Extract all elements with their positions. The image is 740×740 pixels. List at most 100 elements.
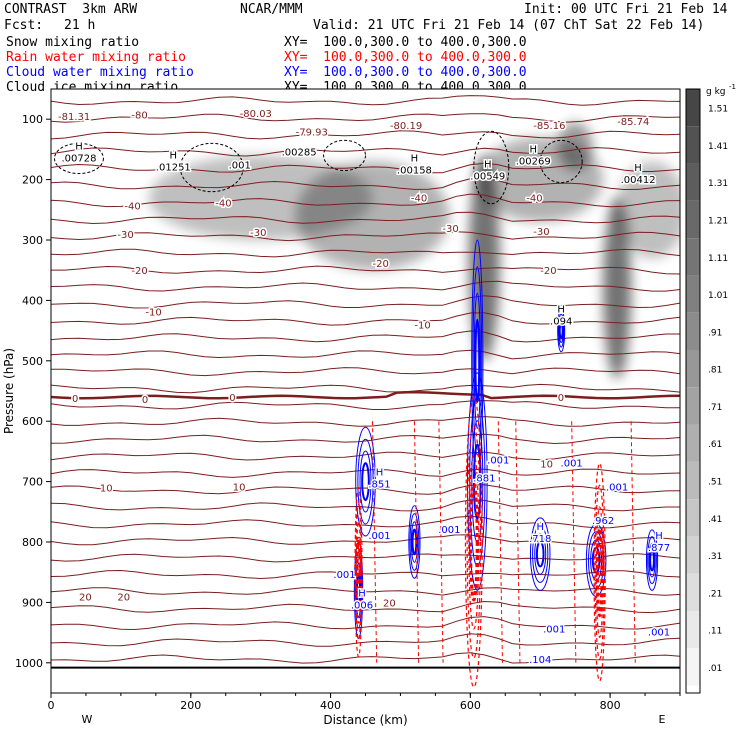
cloud-ice-contour-2 bbox=[323, 139, 366, 172]
cloud-water-contour-1-0 bbox=[467, 372, 488, 591]
temperature-isotherm-30 bbox=[51, 600, 680, 614]
cloud-ice-contour-0 bbox=[53, 142, 104, 175]
rain-contour-1-1 bbox=[594, 484, 605, 660]
cloud-water-contour-7-3 bbox=[558, 322, 564, 339]
temperature-label-17: -20 bbox=[540, 266, 556, 277]
colorbar-label-1: 1.41 bbox=[708, 142, 728, 152]
x-tick-label-0: 0 bbox=[48, 699, 55, 712]
rain-water-contours bbox=[354, 396, 636, 688]
legend-cloud-water-name: Cloud water mixing ratio bbox=[6, 65, 194, 80]
colorbar-label-15: .01 bbox=[708, 664, 722, 674]
axes: 0 200 400 600 800100200300400500600700800900… bbox=[2, 113, 681, 727]
cloud-water-contour-2-0 bbox=[355, 426, 376, 537]
temperature-label-3: -79.93 bbox=[296, 127, 328, 138]
colorbar-label-8: .71 bbox=[708, 403, 722, 413]
cloud-water-contour-8-1 bbox=[647, 536, 657, 585]
temperature-label-19: -10 bbox=[414, 321, 430, 332]
temperature-isotherm-24 bbox=[51, 499, 680, 512]
x-tick-label-3: 600 bbox=[460, 699, 481, 712]
cloud-ice-contour-3 bbox=[473, 130, 510, 205]
temperature-label-5: -85.16 bbox=[533, 121, 565, 132]
temperature-isotherm-1 bbox=[51, 113, 680, 123]
y-tick-label-7: 800 bbox=[22, 536, 43, 549]
temperature-isotherm-15 bbox=[51, 349, 680, 360]
colorbar-unit-exponent: -1 bbox=[729, 83, 736, 91]
contour-labels: -81.31 -80 -80.03 -79.93 -80.19 -85.16 -85.74 -… bbox=[56, 108, 671, 668]
temperature-isotherm-21 bbox=[51, 451, 680, 461]
y-tick-label-9: 1000 bbox=[15, 657, 43, 670]
colorbar-swatch-0 bbox=[686, 89, 700, 127]
extremum-value-18: .001 bbox=[606, 483, 628, 494]
rain-streak-4 bbox=[515, 421, 521, 663]
colorbar-swatch-1 bbox=[686, 126, 700, 164]
extremum-marker-1: H bbox=[170, 151, 178, 162]
temperature-label-6: -85.74 bbox=[617, 117, 649, 128]
temperature-label-1: -80 bbox=[131, 110, 147, 121]
extremum-value-8: .094 bbox=[550, 317, 572, 328]
colorbar-label-12: .31 bbox=[708, 552, 722, 562]
colorbar-swatch-7 bbox=[686, 349, 700, 388]
temperature-isotherm-22 bbox=[51, 468, 680, 478]
colorbar-swatch-4 bbox=[686, 238, 700, 276]
rain-contour-0-2 bbox=[468, 454, 480, 630]
cloud-water-contour-2-3 bbox=[361, 462, 370, 502]
rain-contour-2-0 bbox=[354, 487, 363, 658]
cloud-water-contour-5-1 bbox=[532, 525, 549, 583]
snow-shade-1 bbox=[295, 161, 450, 271]
extremum-value-7: .00412 bbox=[621, 175, 656, 186]
cloud-water-contour-2-2 bbox=[359, 450, 372, 513]
colorbar-label-2: 1.31 bbox=[708, 179, 728, 189]
valid-time: Valid: 21 UTC Fri 21 Feb 14 (07 ChT Sat … bbox=[313, 18, 705, 33]
colorbar-label-7: .81 bbox=[708, 366, 722, 376]
extremum-marker-11: H bbox=[536, 522, 544, 533]
extremum-value-3: .00285 bbox=[282, 147, 317, 158]
extremum-value-22: .001 bbox=[543, 625, 565, 636]
cloud-water-contour-8-3 bbox=[649, 548, 655, 572]
colorbar: 1.51 1.41 1.31 1.21 1.11 1.01 .91 .81 .71 .61 .51.… bbox=[685, 83, 736, 694]
extremum-value-19: .104 bbox=[529, 655, 551, 666]
extremum-marker-7: H bbox=[634, 163, 642, 174]
temperature-label-13: -30 bbox=[442, 224, 458, 235]
extremum-value-10: .001 bbox=[368, 531, 390, 542]
temperature-label-20: 0 bbox=[72, 394, 78, 405]
temperature-isotherm-14 bbox=[51, 330, 680, 343]
rain-contour-1-3 bbox=[595, 527, 604, 618]
cloud-water-contour-4-0 bbox=[408, 505, 421, 579]
temperature-isotherm-13 bbox=[51, 312, 680, 326]
rain-streak-6 bbox=[630, 421, 636, 663]
temperature-isotherm-33 bbox=[51, 652, 680, 664]
cloud-water-contour-5-0 bbox=[529, 517, 551, 591]
init-time: Init: 00 UTC Fri 21 Feb 14 bbox=[524, 2, 728, 17]
temperature-label-7: -40 bbox=[124, 202, 140, 213]
cloud-ice-contour-1 bbox=[179, 142, 244, 193]
temperature-isotherm-10 bbox=[51, 265, 680, 275]
temperature-label-14: -30 bbox=[533, 227, 549, 238]
cloud-water-contour-4-1 bbox=[409, 513, 420, 571]
colorbar-swatch-5 bbox=[686, 275, 700, 313]
colorbar-swatch-11 bbox=[686, 499, 700, 537]
colorbar-label-4: 1.11 bbox=[708, 254, 728, 264]
temperature-isotherm-2 bbox=[51, 130, 680, 140]
extremum-marker-4: H bbox=[411, 154, 419, 165]
x-axis-east-label: E bbox=[659, 713, 666, 726]
snow-shade-5 bbox=[603, 197, 632, 379]
x-axis-title: Distance (km) bbox=[323, 713, 407, 727]
extremum-value-9: .851 bbox=[368, 480, 390, 491]
cloud-water-contour-5-2 bbox=[534, 533, 547, 575]
legend-rain-xy: XY= 100.0,300.0 to 400.0,300.0 bbox=[284, 50, 527, 65]
temperature-label-0: -81.31 bbox=[58, 112, 90, 123]
extremum-value-23: .001 bbox=[648, 628, 670, 639]
colorbar-frame bbox=[685, 88, 701, 694]
x-tick-label-4: 800 bbox=[600, 699, 621, 712]
extremum-value-2: .001 bbox=[229, 161, 251, 172]
cloud-water-contour-7-1 bbox=[557, 313, 565, 348]
temperature-label-29: 20 bbox=[383, 598, 396, 609]
extremum-value-13: .877 bbox=[648, 543, 670, 554]
temperature-isotherm-27 bbox=[51, 553, 680, 563]
extremum-value-20: .001 bbox=[333, 570, 355, 581]
temperature-label-27: 20 bbox=[79, 592, 92, 603]
colorbar-swatch-3 bbox=[686, 200, 700, 239]
colorbar-swatch-14 bbox=[686, 610, 700, 649]
colorbar-swatch-15 bbox=[686, 648, 700, 686]
temperature-isotherm-17 bbox=[51, 383, 680, 394]
